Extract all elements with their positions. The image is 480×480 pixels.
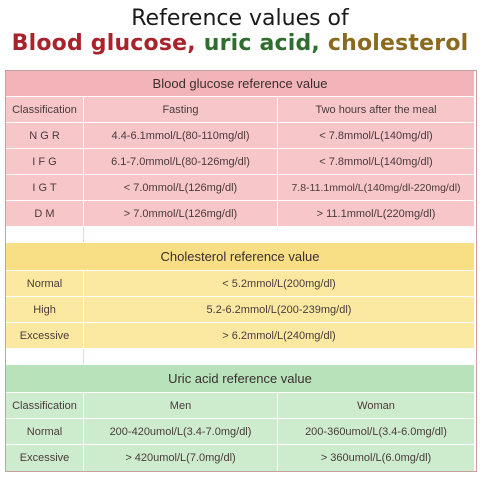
table-cell: 7.8-11.1mmol/L(140mg/dl-220mg/dl) xyxy=(278,175,474,200)
title-uric-acid: uric acid, xyxy=(203,31,320,56)
row-label: I F G xyxy=(6,149,84,174)
cholesterol-heading: Cholesterol reference value xyxy=(6,243,474,270)
table-row: High 5.2-6.2mmol/L(200-239mg/dl) xyxy=(6,297,476,323)
table-cell: 4.4-6.1mmol/L(80-110mg/dl) xyxy=(84,123,278,148)
row-label: Excessive xyxy=(6,323,84,348)
page-subtitle: Blood glucose, uric acid, cholesterol xyxy=(0,31,480,56)
title-blood-glucose: Blood glucose, xyxy=(11,31,196,56)
glucose-heading: Blood glucose reference value xyxy=(6,71,474,96)
table-cell: > 11.1mmol/L(220mg/dl) xyxy=(278,201,474,226)
column-header: Fasting xyxy=(84,97,278,122)
table-row: Normal 200-420umol/L(3.4-7.0mg/dl) 200-3… xyxy=(6,419,476,445)
table-cell: < 7.8mmol/L(140mg/dl) xyxy=(278,149,474,174)
column-header: Two hours after the meal xyxy=(278,97,474,122)
table-row: Excessive > 420umol/L(7.0mg/dl) > 360umo… xyxy=(6,445,476,471)
table-cell: < 7.8mmol/L(140mg/dl) xyxy=(278,123,474,148)
table-row: I F G 6.1-7.0mmol/L(80-126mg/dl) < 7.8mm… xyxy=(6,149,476,175)
row-label: I G T xyxy=(6,175,84,200)
section-divider xyxy=(6,227,476,243)
column-header: Woman xyxy=(278,393,474,418)
uric-column-headers: Classification Men Woman xyxy=(6,393,476,419)
table-row: N G R 4.4-6.1mmol/L(80-110mg/dl) < 7.8mm… xyxy=(6,123,476,149)
table-cell: 200-420umol/L(3.4-7.0mg/dl) xyxy=(84,419,278,444)
table-cell: > 360umol/L(6.0mg/dl) xyxy=(278,445,474,471)
table-cell: 6.1-7.0mmol/L(80-126mg/dl) xyxy=(84,149,278,174)
table-cell: > 7.0mmol/L(126mg/dl) xyxy=(84,201,278,226)
column-header: Classification xyxy=(6,97,84,122)
table-row: Excessive > 6.2mmol/L(240mg/dl) xyxy=(6,323,476,349)
uric-heading-row: Uric acid reference value xyxy=(6,365,476,393)
row-label: Normal xyxy=(6,271,84,296)
glucose-column-headers: Classification Fasting Two hours after t… xyxy=(6,97,476,123)
reference-table: Blood glucose reference value Classifica… xyxy=(5,70,477,472)
title-cholesterol: cholesterol xyxy=(327,31,469,56)
row-label: N G R xyxy=(6,123,84,148)
table-row: I G T < 7.0mmol/L(126mg/dl) 7.8-11.1mmol… xyxy=(6,175,476,201)
table-cell: > 6.2mmol/L(240mg/dl) xyxy=(84,323,474,348)
table-row: Normal < 5.2mmol/L(200mg/dl) xyxy=(6,271,476,297)
table-cell: 5.2-6.2mmol/L(200-239mg/dl) xyxy=(84,297,474,322)
divider-cell xyxy=(6,349,84,364)
table-cell: > 420umol/L(7.0mg/dl) xyxy=(84,445,278,471)
table-row: D M > 7.0mmol/L(126mg/dl) > 11.1mmol/L(2… xyxy=(6,201,476,227)
table-cell: 200-360umol/L(3.4-6.0mg/dl) xyxy=(278,419,474,444)
row-label: High xyxy=(6,297,84,322)
cholesterol-heading-row: Cholesterol reference value xyxy=(6,243,476,271)
column-header: Men xyxy=(84,393,278,418)
page-title: Reference values of xyxy=(131,6,349,31)
row-label: D M xyxy=(6,201,84,226)
glucose-heading-row: Blood glucose reference value xyxy=(6,71,476,97)
section-divider xyxy=(6,349,476,365)
divider-cell xyxy=(84,349,474,364)
row-label: Excessive xyxy=(6,445,84,471)
divider-cell xyxy=(6,227,84,242)
column-header: Classification xyxy=(6,393,84,418)
uric-heading: Uric acid reference value xyxy=(6,365,474,392)
divider-cell xyxy=(84,227,474,242)
table-cell: < 5.2mmol/L(200mg/dl) xyxy=(84,271,474,296)
table-cell: < 7.0mmol/L(126mg/dl) xyxy=(84,175,278,200)
row-label: Normal xyxy=(6,419,84,444)
